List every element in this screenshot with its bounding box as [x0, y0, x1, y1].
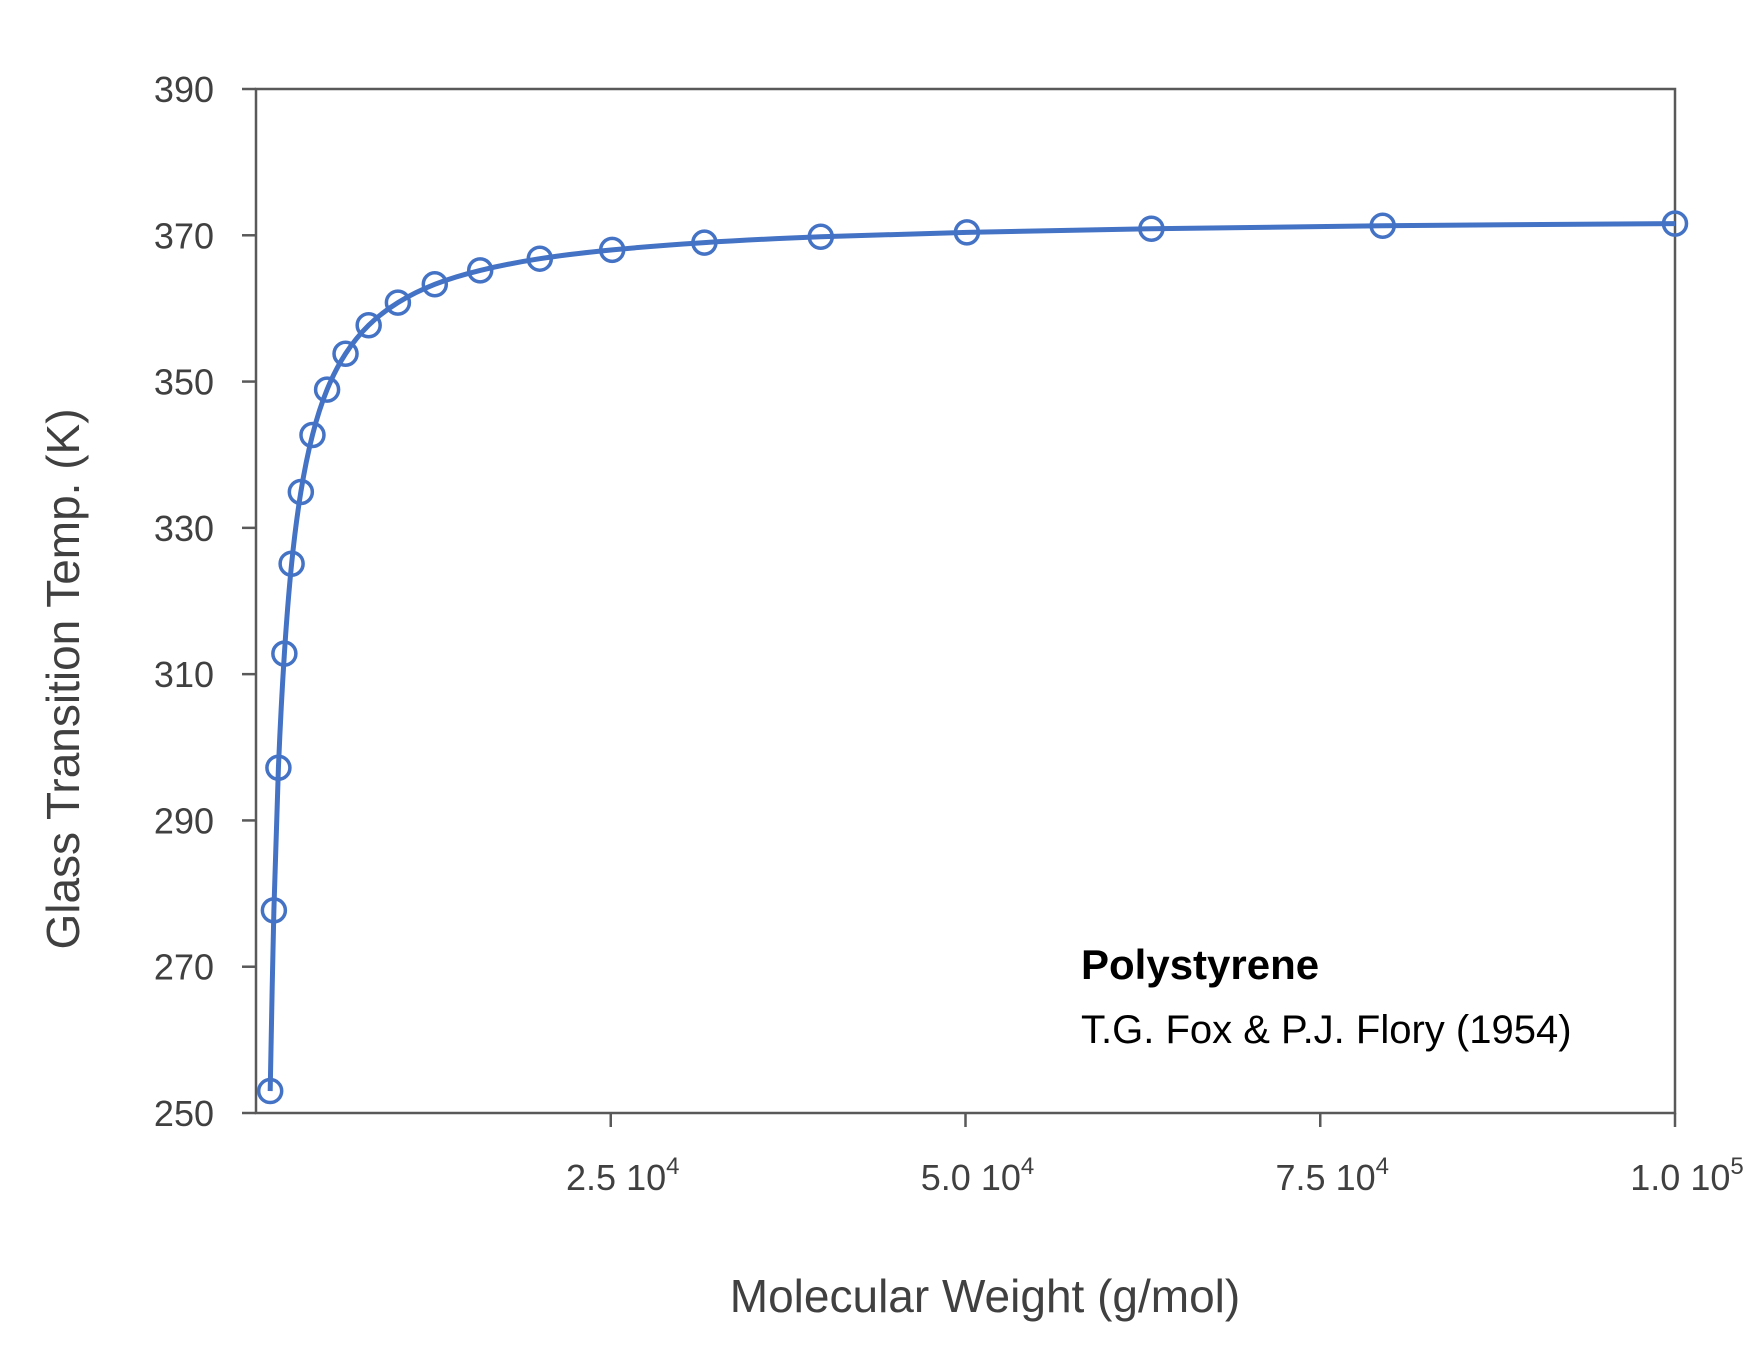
data-point — [691, 229, 718, 256]
data-point — [598, 236, 626, 264]
x-tick-label: 5.0 104 — [921, 1153, 1034, 1198]
annotation-title: Polystyrene — [1081, 941, 1319, 988]
data-point — [332, 340, 359, 368]
x-axis-title: Molecular Weight (g/mol) — [730, 1270, 1240, 1322]
data-point — [278, 550, 305, 577]
data-point — [1369, 212, 1396, 240]
data-point — [299, 421, 326, 449]
data-point — [421, 271, 449, 298]
data-point — [953, 219, 981, 246]
y-tick-label: 290 — [154, 800, 214, 841]
data-point — [466, 257, 494, 284]
data-point — [256, 1077, 284, 1105]
x-axis: 2.5 104 5.0 104 7.5 104 1.0 105 — [566, 1113, 1744, 1198]
data-point — [265, 754, 292, 782]
data-point — [384, 289, 412, 316]
data-point — [260, 897, 288, 924]
data-point — [271, 640, 298, 667]
y-tick-label: 370 — [154, 215, 214, 256]
data-point — [526, 245, 554, 272]
data-point — [313, 376, 341, 403]
data-points — [256, 210, 1689, 1105]
y-tick-label: 330 — [154, 508, 214, 549]
annotation-subtitle: T.G. Fox & P.J. Flory (1954) — [1081, 1008, 1572, 1052]
fit-curve — [267, 221, 1676, 1092]
data-point — [807, 223, 835, 250]
y-tick-label: 250 — [154, 1093, 214, 1134]
data-point — [1138, 215, 1165, 242]
x-tick-label: 1.0 105 — [1630, 1153, 1743, 1198]
y-axis: 250 270 290 310 330 350 370 390 — [154, 69, 256, 1134]
y-tick-label: 390 — [154, 69, 214, 110]
data-point — [1661, 210, 1689, 237]
y-tick-label: 270 — [154, 947, 214, 988]
y-tick-label: 350 — [154, 362, 214, 403]
fit-line-path — [267, 221, 1676, 1092]
y-axis-title: Glass Transition Temp. (K) — [37, 408, 89, 949]
y-tick-label: 310 — [154, 654, 214, 695]
x-tick-label: 2.5 104 — [566, 1153, 679, 1198]
data-point — [355, 312, 382, 339]
data-point — [287, 478, 315, 506]
x-tick-label: 7.5 104 — [1276, 1153, 1389, 1198]
